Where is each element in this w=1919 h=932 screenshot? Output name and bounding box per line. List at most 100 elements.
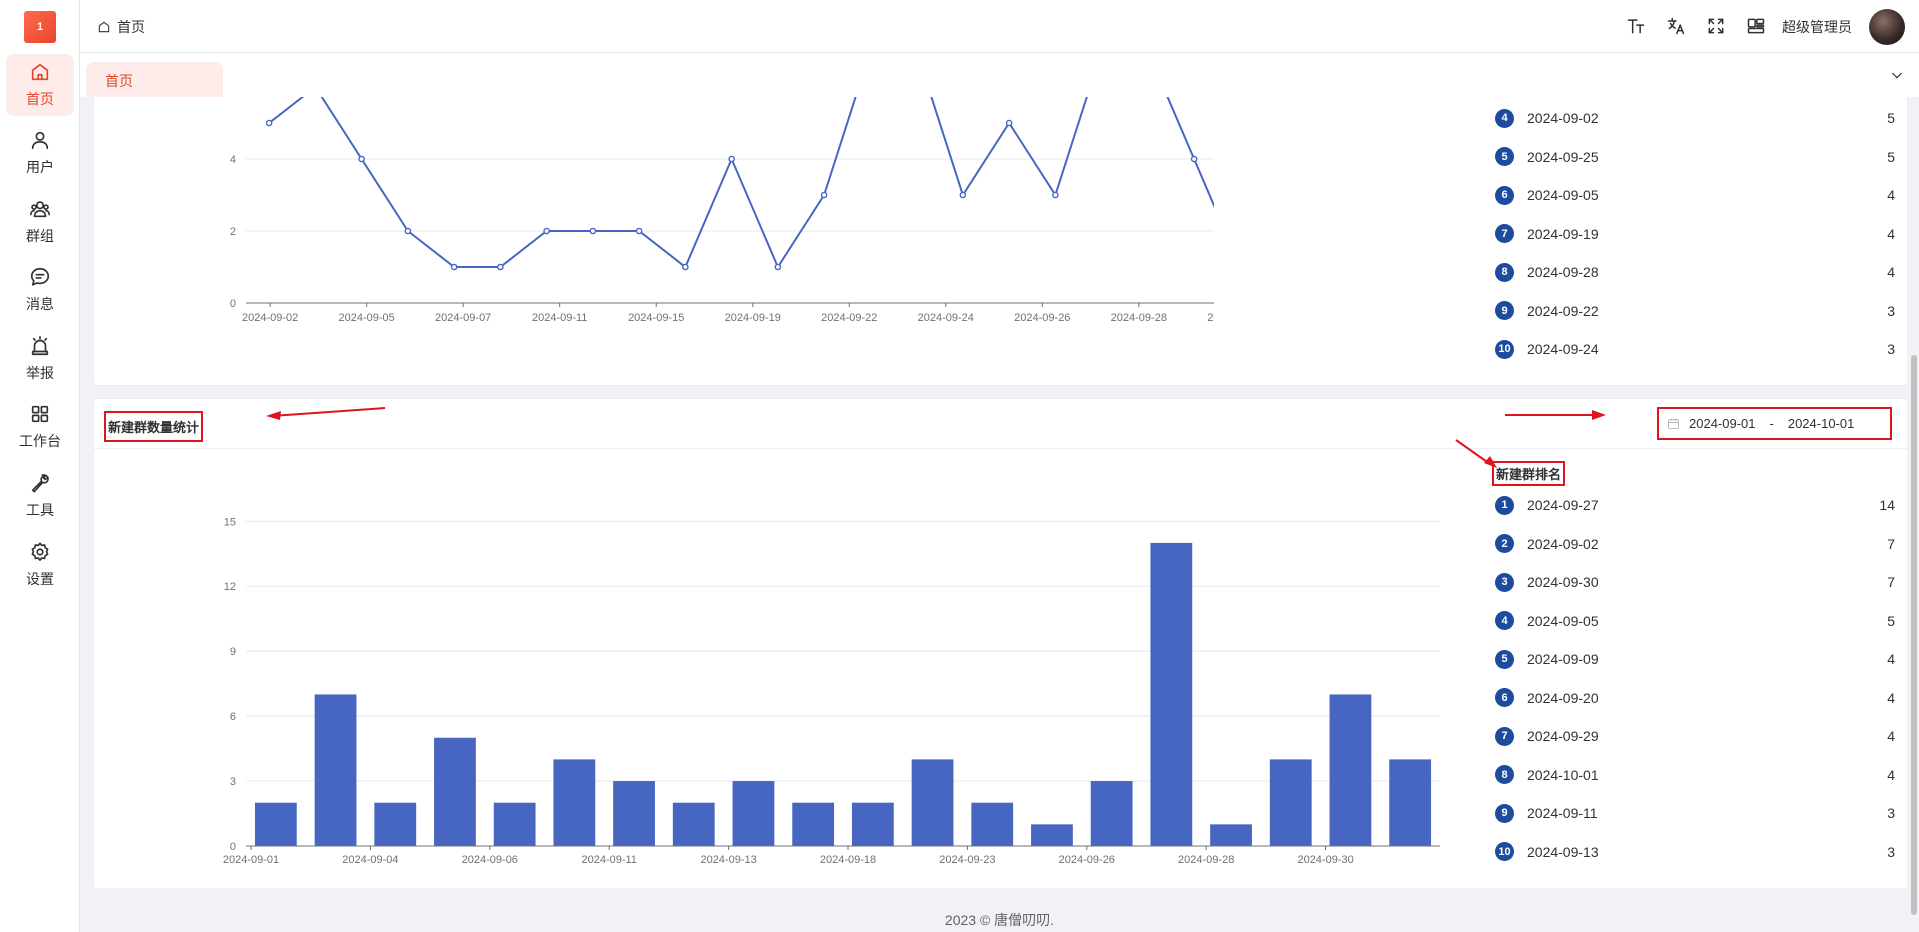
rank-date: 2024-09-05	[1527, 612, 1599, 629]
rank-date: 2024-09-28	[1527, 264, 1599, 280]
y-tick-label: 0	[230, 841, 236, 853]
data-point	[589, 227, 597, 235]
data-point	[404, 227, 412, 235]
rank-badge: 10	[1495, 842, 1514, 861]
x-tick-label: 2024-09-07	[435, 312, 491, 324]
bar	[1389, 759, 1432, 846]
date-end[interactable]: 2024-10-01	[1787, 416, 1855, 431]
rank-count: 4	[1887, 728, 1895, 744]
home-icon	[31, 63, 49, 81]
sidebar-item-label: 首页	[26, 91, 54, 107]
y-tick-label: 12	[224, 581, 236, 593]
sidebar-item-label: 设置	[26, 571, 54, 587]
data-point	[450, 263, 458, 271]
card-header: 新建群数量统计 2024-09-01 - 2024-10-01	[94, 399, 1907, 449]
sidebar: 1 首页 用户 群组 消息 举报 工作台 工具 设置	[0, 0, 80, 932]
y-tick-label: 6	[230, 711, 236, 723]
x-tick-label: 2024-09-26	[1014, 312, 1070, 324]
bar	[1269, 759, 1312, 846]
date-start[interactable]: 2024-09-01	[1689, 416, 1756, 431]
rank-badge: 8	[1495, 765, 1514, 784]
tabs-bar: 首页	[80, 53, 1919, 97]
footer: 2023 © 唐僧叨叨.	[944, 912, 1055, 928]
bar	[672, 802, 715, 846]
breadcrumb[interactable]: 首页	[97, 17, 145, 37]
rank-date: 2024-09-02	[1527, 535, 1599, 552]
x-tick-label: 2024-09-11	[532, 312, 587, 324]
rank-badge: 8	[1495, 262, 1514, 282]
rank-badge: 6	[1495, 688, 1514, 707]
sidebar-item-groups[interactable]: 群组	[6, 191, 74, 253]
avatar[interactable]	[1869, 9, 1905, 45]
rank-row: 10 2024-09-24 3	[1495, 339, 1895, 359]
bar	[374, 802, 417, 846]
x-tick-label: 2024-09-24	[918, 312, 974, 324]
bar	[851, 802, 894, 846]
chevron-down-icon[interactable]	[1889, 67, 1905, 83]
sidebar-item-home[interactable]: 首页	[6, 54, 74, 116]
bar	[613, 781, 655, 846]
rank-count: 7	[1887, 574, 1895, 590]
rank-count: 4	[1887, 651, 1895, 667]
x-tick-label: 2024-09-05	[339, 312, 395, 324]
series-line	[268, 97, 1214, 270]
alarm-icon	[31, 336, 49, 356]
data-point	[358, 155, 365, 163]
x-tick-label: 2024-09-15	[628, 312, 684, 324]
layout-icon[interactable]	[1744, 14, 1768, 38]
y-tick-label: 9	[230, 646, 236, 658]
rank-badge: 4	[1495, 108, 1514, 128]
data-point	[1005, 119, 1013, 127]
sidebar-item-messages[interactable]: 消息	[6, 259, 74, 321]
data-point	[635, 227, 643, 235]
rank-row: 6 2024-09-05 4	[1495, 185, 1895, 205]
rank-badge: 7	[1495, 224, 1514, 243]
date-range-picker[interactable]: 2024-09-01 - 2024-10-01	[1657, 407, 1892, 440]
rank-date: 2024-09-29	[1527, 728, 1599, 744]
sidebar-item-tools[interactable]: 工具	[6, 465, 74, 527]
rank-date: 2024-09-05	[1527, 187, 1599, 203]
data-point	[774, 263, 782, 271]
app-logo[interactable]: 1	[24, 11, 56, 43]
data-point	[543, 227, 550, 235]
fullscreen-icon[interactable]	[1704, 14, 1728, 38]
x-tick-label: 2024-09-18	[820, 854, 876, 866]
rank-row: 6 2024-09-20 4	[1495, 688, 1895, 708]
tab-home[interactable]: 首页	[86, 62, 223, 97]
user-name[interactable]: 超级管理员	[1782, 19, 1852, 35]
rank-badge: 2	[1495, 534, 1514, 553]
data-point	[497, 263, 504, 271]
card-title: 新建群数量统计	[104, 411, 204, 442]
font-size-icon[interactable]	[1624, 14, 1648, 38]
x-tick-label: 2024-09-13	[700, 854, 756, 866]
top-header: 首页 超级管理员	[80, 0, 1919, 53]
rank-date: 2024-09-02	[1527, 110, 1599, 126]
bar-chart: 0 3 6 9 12 15 2024-09-01 2024-09-04 2024-09-06 20…	[223, 516, 1440, 866]
bar	[254, 802, 297, 846]
rank-badge: 5	[1495, 147, 1514, 166]
x-tick-label: 2024-09-30	[1207, 312, 1214, 324]
rank-date: 2024-10-01	[1527, 766, 1599, 783]
breadcrumb-label: 首页	[117, 19, 145, 35]
bar	[1031, 824, 1073, 846]
translate-icon[interactable]	[1664, 14, 1688, 38]
rank-badge: 9	[1495, 803, 1514, 823]
rank-date: 2024-09-27	[1527, 497, 1599, 513]
sidebar-item-users[interactable]: 用户	[6, 122, 74, 184]
bar	[434, 737, 476, 846]
rank-row: 3 2024-09-30 7	[1495, 572, 1895, 592]
rank-count: 3	[1887, 805, 1895, 821]
rank-row: 1 2024-09-27 14	[1495, 495, 1895, 515]
sidebar-item-label: 消息	[26, 296, 54, 312]
sidebar-item-workbench[interactable]: 工作台	[6, 396, 74, 458]
bar	[911, 759, 954, 846]
bar	[1090, 781, 1133, 846]
bar	[314, 694, 357, 846]
data-point	[820, 191, 828, 199]
sidebar-item-reports[interactable]: 举报	[6, 328, 74, 390]
x-tick-label: 2024-09-26	[1059, 854, 1115, 866]
sidebar-item-settings[interactable]: 设置	[6, 534, 74, 596]
rank-date: 2024-09-20	[1527, 689, 1599, 706]
scrollbar[interactable]	[1911, 355, 1917, 915]
rank-badge: 6	[1495, 185, 1514, 205]
